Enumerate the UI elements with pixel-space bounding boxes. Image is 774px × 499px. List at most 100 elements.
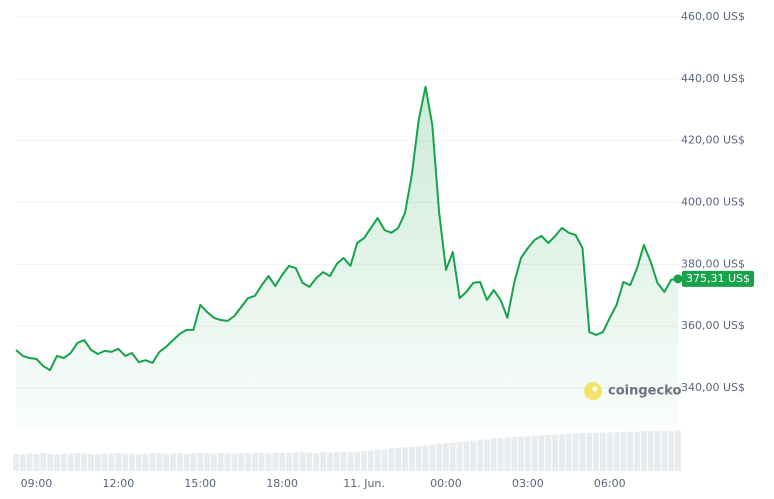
y-tick-label: 360,00 US$ (681, 319, 745, 332)
x-tick-label: 18:00 (266, 477, 298, 490)
logo (584, 382, 602, 400)
volume-bar (60, 453, 67, 471)
volume-bar (470, 440, 477, 471)
volume-bar (367, 450, 374, 471)
y-tick-label: 420,00 US$ (681, 134, 745, 147)
volume-bar (483, 439, 490, 471)
volume-bar (443, 443, 449, 471)
volume-bar (504, 437, 511, 471)
volume-bar (217, 452, 224, 471)
volume-bar (538, 435, 545, 471)
volume-bar (333, 452, 340, 471)
volume-bar (552, 434, 559, 471)
volume-bar (565, 433, 572, 471)
volume-bar (545, 434, 552, 471)
volume-bar (490, 438, 497, 471)
volume-bar (374, 449, 381, 471)
volume-bar (54, 454, 60, 471)
volume-bar (436, 443, 443, 471)
volume-bar (163, 453, 170, 471)
volume-bar (654, 430, 661, 471)
volume-bar (279, 452, 286, 471)
volume-bar (135, 454, 142, 471)
volume-bar (627, 431, 634, 471)
y-tick-label: 440,00 US$ (681, 72, 745, 85)
y-tick-label: 400,00 US$ (681, 196, 745, 209)
volume-bar (388, 448, 395, 471)
volume-bar (511, 436, 518, 471)
logo-eye (592, 386, 598, 392)
volume-bar (286, 452, 292, 471)
volume-bar (292, 452, 299, 471)
volume-bar (572, 433, 579, 471)
volume-bar (579, 433, 586, 471)
volume-bar (449, 442, 456, 471)
price-line (15, 85, 679, 372)
volume-bar (197, 452, 204, 471)
volume-bar (661, 430, 668, 471)
volume-bar (149, 452, 156, 471)
volume-bar (422, 445, 429, 471)
volume-bar (559, 434, 565, 471)
volume-bar (463, 441, 470, 471)
volume-bar (415, 445, 422, 471)
volume-bar (211, 453, 217, 471)
volume-bar (204, 453, 211, 471)
volume-bar (176, 452, 183, 471)
volume-bar (340, 451, 347, 471)
volume-bar (258, 452, 265, 471)
volume-bar (647, 431, 654, 471)
volume-bar (94, 454, 101, 471)
price-badge-label: 375,31 US$ (686, 272, 750, 285)
volume-bar (224, 453, 231, 471)
volume-bar (67, 453, 74, 471)
volume-bar (251, 452, 258, 471)
volume-bar (40, 452, 47, 471)
volume-bar (320, 452, 327, 471)
volume-bar (675, 430, 681, 471)
volume-bar (299, 452, 306, 471)
volume-bar (524, 436, 531, 471)
volume-bar (156, 453, 163, 471)
volume-bar (381, 449, 388, 471)
volume-bar (190, 453, 197, 471)
volume-bar (265, 453, 272, 471)
volume-bar (429, 444, 436, 471)
volume-bar (586, 432, 593, 471)
volume-bar (477, 439, 483, 471)
volume-bar (593, 432, 600, 471)
volume-bar (183, 453, 190, 471)
volume-bar (129, 453, 135, 471)
volume-bar (402, 447, 408, 471)
volume-bar (108, 453, 115, 471)
volume-bar (272, 452, 279, 471)
volume-bar (518, 436, 524, 471)
volume-bar (88, 453, 94, 471)
volume-bar (238, 452, 245, 471)
volume-bar (313, 452, 320, 471)
x-tick-label: 03:00 (512, 477, 544, 490)
x-tick-label: 09:00 (21, 477, 53, 490)
volume-bar (640, 431, 647, 471)
volume-bar (613, 432, 620, 471)
volume-bar (81, 453, 88, 471)
y-tick-label: 460,00 US$ (681, 10, 745, 23)
volume-bar (347, 452, 354, 471)
volume-bar (456, 441, 463, 471)
x-tick-label: 15:00 (184, 477, 216, 490)
volume-bar (74, 452, 81, 471)
volume-bar (620, 432, 627, 471)
volume-bar (115, 452, 122, 471)
price-badge (682, 270, 754, 287)
price-area (16, 86, 678, 431)
volume-bar (19, 454, 26, 471)
volume-bar (101, 453, 108, 471)
volume-bar (361, 450, 367, 471)
watermark-text: coingecko (608, 384, 681, 399)
volume-bar (306, 452, 313, 471)
x-tick-label: 00:00 (430, 477, 462, 490)
last-point (673, 274, 683, 284)
volume-bar (634, 431, 640, 471)
volume-bar (122, 453, 129, 471)
